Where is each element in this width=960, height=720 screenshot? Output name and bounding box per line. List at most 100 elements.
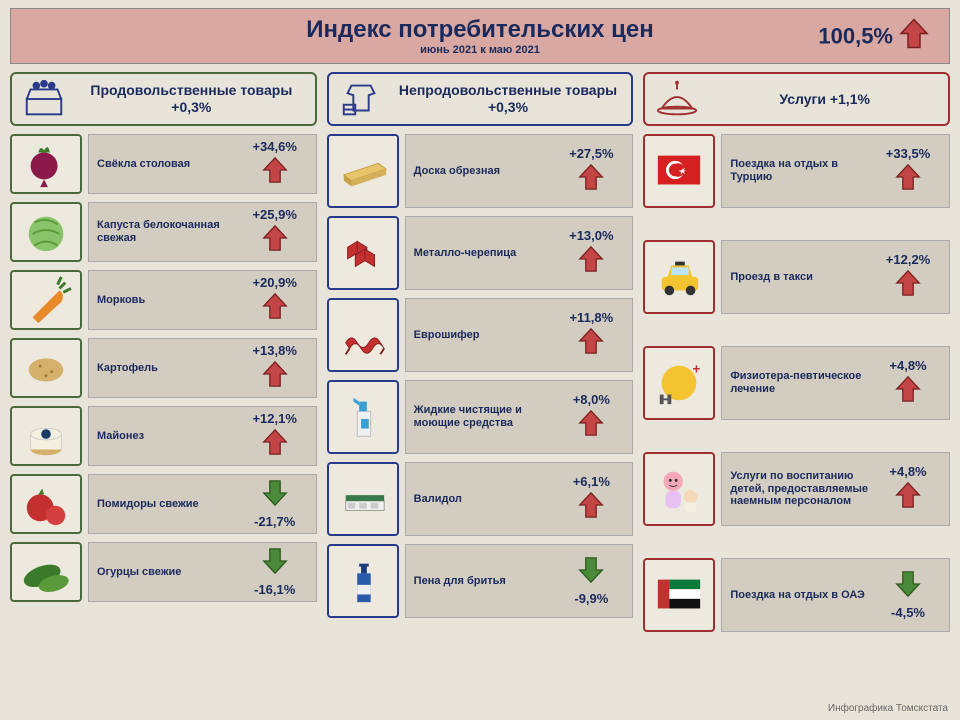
plank-icon: [327, 134, 399, 208]
item-row: Проезд в такси+12,2%: [643, 240, 950, 314]
item-label: Майонез: [97, 430, 242, 443]
uae-icon: [643, 558, 715, 632]
item-row: Пена для бритья -9,9%: [327, 544, 634, 618]
item-percent: +13,8%: [252, 343, 296, 358]
header-banner: Индекс потребительских цен июнь 2021 к м…: [10, 8, 950, 64]
arrow-up-icon: [262, 224, 288, 257]
category-head-food: Продовольственные товары +0,3%: [10, 72, 317, 126]
item-body: Доска обрезная+27,5%: [405, 134, 634, 208]
item-percent: +4,8%: [889, 358, 926, 373]
arrow-up-icon: [262, 428, 288, 461]
item-body: Физиотера-певтическое лечение +4,8%: [721, 346, 950, 420]
item-row: Свёкла столовая +34,6%: [10, 134, 317, 194]
item-row: Капуста белокочанная свежая+25,9%: [10, 202, 317, 262]
arrow-up-icon: [895, 163, 921, 196]
column-services: Услуги +1,1% Поездка на отдых в Турцию +3…: [643, 72, 950, 656]
item-percent: +6,1%: [573, 474, 610, 489]
beet-icon: [10, 134, 82, 194]
item-body: Огурцы свежие -16,1%: [88, 542, 317, 602]
item-percent: -9,9%: [574, 591, 608, 606]
item-body: Жидкие чистящие и моющие средства+8,0%: [405, 380, 634, 454]
item-label: Картофель: [97, 362, 242, 375]
arrow-down-icon: [578, 556, 604, 589]
euroshifer-icon: [327, 298, 399, 372]
item-row: Поездка на отдых в ОАЭ-4,5%: [643, 558, 950, 632]
item-row: Физиотера-певтическое лечение +4,8%: [643, 346, 950, 420]
item-percent: +34,6%: [252, 139, 296, 154]
item-body: Пена для бритья -9,9%: [405, 544, 634, 618]
item-percent: -4,5%: [891, 605, 925, 620]
physio-icon: [643, 346, 715, 420]
item-row: Металло-черепица+13,0%: [327, 216, 634, 290]
arrow-up-icon: [899, 17, 929, 56]
item-body: Поездка на отдых в Турцию +33,5%: [721, 134, 950, 208]
item-label: Проезд в такси: [730, 271, 875, 284]
item-body: Металло-черепица+13,0%: [405, 216, 634, 290]
cabbage-icon: [10, 202, 82, 262]
arrow-up-icon: [578, 491, 604, 524]
item-percent: +11,8%: [569, 310, 613, 325]
item-row: Огурцы свежие -16,1%: [10, 542, 317, 602]
arrow-up-icon: [895, 269, 921, 302]
item-label: Услуги по воспитанию детей, предоставляе…: [730, 470, 875, 508]
item-label: Пена для бритья: [414, 575, 559, 588]
item-percent: +27,5%: [569, 146, 613, 161]
item-percent: +25,9%: [252, 207, 296, 222]
item-row: Поездка на отдых в Турцию +33,5%: [643, 134, 950, 208]
item-body: Морковь +20,9%: [88, 270, 317, 330]
item-row: Валидол+6,1%: [327, 462, 634, 536]
category-label: Непродовольственные товары +0,3%: [393, 82, 624, 116]
item-row: Морковь +20,9%: [10, 270, 317, 330]
taxi-icon: [643, 240, 715, 314]
item-body: Еврошифер +11,8%: [405, 298, 634, 372]
item-body: Картофель +13,8%: [88, 338, 317, 398]
arrow-up-icon: [262, 292, 288, 325]
arrow-up-icon: [578, 163, 604, 196]
item-label: Еврошифер: [414, 329, 559, 342]
pills-icon: [327, 462, 399, 536]
header-percent: 100,5%: [818, 23, 893, 49]
item-percent: +4,8%: [889, 464, 926, 479]
item-row: Майонез+12,1%: [10, 406, 317, 466]
item-row: Картофель +13,8%: [10, 338, 317, 398]
carrot-icon: [10, 270, 82, 330]
item-label: Физиотера-певтическое лечение: [730, 370, 875, 395]
item-label: Свёкла столовая: [97, 158, 242, 171]
nanny-icon: [643, 452, 715, 526]
item-body: Услуги по воспитанию детей, предоставляе…: [721, 452, 950, 526]
item-row: Доска обрезная+27,5%: [327, 134, 634, 208]
arrow-up-icon: [578, 409, 604, 442]
item-row: Еврошифер +11,8%: [327, 298, 634, 372]
cucumber-icon: [10, 542, 82, 602]
item-label: Помидоры свежие: [97, 498, 242, 511]
category-head-services: Услуги +1,1%: [643, 72, 950, 126]
basket-icon: [20, 77, 68, 121]
item-body: Проезд в такси+12,2%: [721, 240, 950, 314]
arrow-up-icon: [895, 481, 921, 514]
item-row: Жидкие чистящие и моющие средства+8,0%: [327, 380, 634, 454]
item-percent: -16,1%: [254, 582, 295, 597]
arrow-up-icon: [262, 156, 288, 189]
item-body: Майонез+12,1%: [88, 406, 317, 466]
item-body: Свёкла столовая +34,6%: [88, 134, 317, 194]
item-body: Валидол+6,1%: [405, 462, 634, 536]
page-subtitle: июнь 2021 к маю 2021: [306, 44, 653, 56]
category-label: Услуги +1,1%: [709, 91, 940, 108]
item-label: Огурцы свежие: [97, 566, 242, 579]
arrow-up-icon: [895, 375, 921, 408]
item-percent: +13,0%: [569, 228, 613, 243]
item-percent: +33,5%: [886, 146, 930, 161]
item-label: Морковь: [97, 294, 242, 307]
arrow-up-icon: [262, 360, 288, 393]
item-row: Помидоры свежие-21,7%: [10, 474, 317, 534]
cloche-icon: [653, 77, 701, 121]
column-food: Продовольственные товары +0,3% Свёкла ст…: [10, 72, 317, 656]
foam-icon: [327, 544, 399, 618]
item-label: Поездка на отдых в Турцию: [730, 158, 875, 183]
turkey-icon: [643, 134, 715, 208]
item-percent: +20,9%: [252, 275, 296, 290]
mayo-icon: [10, 406, 82, 466]
item-body: Поездка на отдых в ОАЭ-4,5%: [721, 558, 950, 632]
item-label: Жидкие чистящие и моющие средства: [414, 404, 559, 429]
arrow-down-icon: [895, 570, 921, 603]
